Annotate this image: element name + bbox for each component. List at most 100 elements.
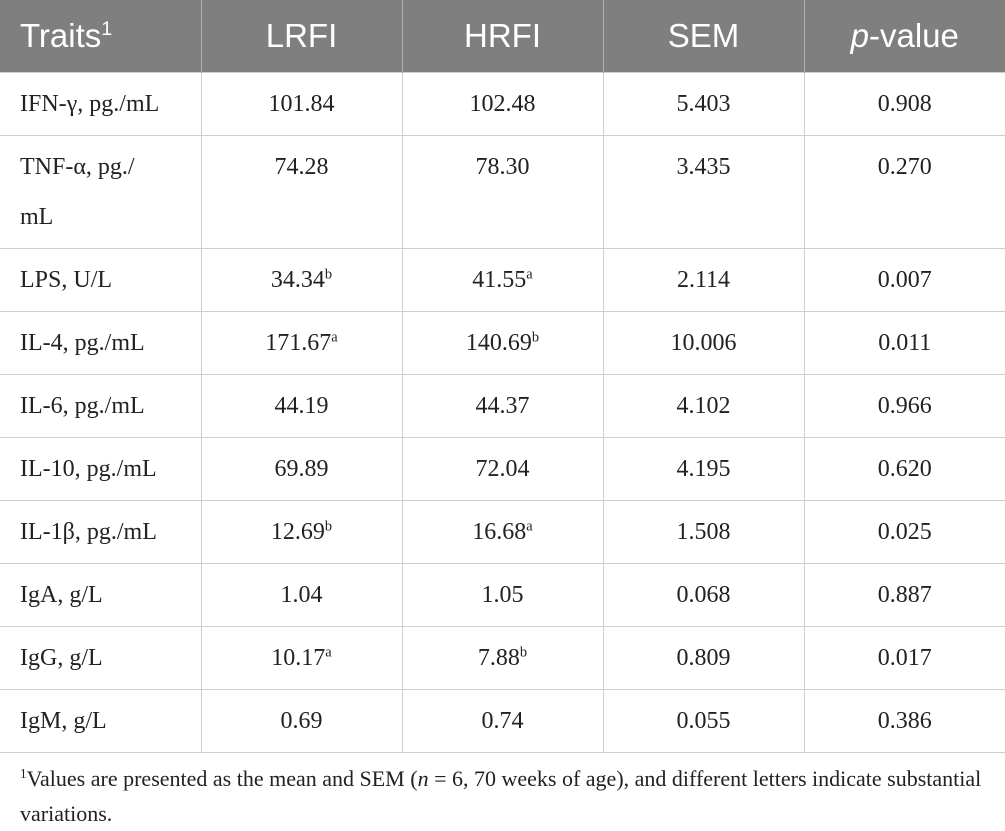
cell-text: 12.69 xyxy=(270,519,325,545)
cell-text: 10.006 xyxy=(670,330,737,356)
table-cell: 0.270 xyxy=(803,135,1005,249)
cell-text: 7.88 xyxy=(477,645,520,671)
table-cell: IL-1β, pg./mL xyxy=(0,500,202,564)
cell-text: 0.908 xyxy=(877,91,932,117)
table-cell: 0.74 xyxy=(401,689,604,753)
header-cell: Traits1 xyxy=(0,0,201,73)
cell-text: 0.386 xyxy=(877,708,932,734)
table-cell: 44.37 xyxy=(401,374,604,438)
table-cell: 102.48 xyxy=(401,72,604,136)
header-cell: LRFI xyxy=(200,0,402,73)
table-cell: TNF-α, pg./mL xyxy=(0,135,202,249)
cell-superscript: a xyxy=(325,644,332,661)
cell-text: 69.89 xyxy=(274,456,329,482)
table-cell: 4.195 xyxy=(602,437,805,501)
cell-text: SEM xyxy=(667,17,740,54)
cell-text: 1.508 xyxy=(676,519,731,545)
cell-text: IL-4, pg./mL xyxy=(20,330,145,356)
cell-text: LRFI xyxy=(265,17,338,54)
table-row: TNF-α, pg./mL 74.28 78.30 3.435 0.270 xyxy=(0,135,1005,249)
table-cell: 1.508 xyxy=(602,500,805,564)
table-cell: 12.69b xyxy=(200,500,403,564)
cell-text: TNF-α, pg./mL xyxy=(20,154,135,230)
cell-superscript: a xyxy=(526,518,533,535)
table-row: IFN-γ, pg./mL 101.84 102.48 5.403 0.908 xyxy=(0,72,1005,136)
table-row: IL-4, pg./mL 171.67a 140.69b 10.006 0.011 xyxy=(0,311,1005,375)
cell-text: LPS, U/L xyxy=(20,267,113,293)
table-cell: 0.966 xyxy=(803,374,1005,438)
footnote-italic: n xyxy=(417,766,429,791)
table-cell: 5.403 xyxy=(602,72,805,136)
cell-text: 0.011 xyxy=(878,330,932,356)
table-cell: 7.88b xyxy=(401,626,604,690)
cell-text: 0.068 xyxy=(676,582,731,608)
cell-superscript: b xyxy=(531,329,540,346)
table-cell: 1.05 xyxy=(401,563,604,627)
table-cell: 10.006 xyxy=(602,311,805,375)
cell-text: 0.055 xyxy=(676,708,731,734)
cell-text: IgA, g/L xyxy=(20,582,103,608)
table-row: LPS, U/L 34.34b 41.55a 2.114 0.007 xyxy=(0,248,1005,312)
cell-text: 72.04 xyxy=(475,456,530,482)
table-cell: 34.34b xyxy=(200,248,403,312)
cell-superscript: 1 xyxy=(101,18,113,41)
cell-text: 0.74 xyxy=(481,708,524,734)
table-cell: 0.068 xyxy=(602,563,805,627)
cell-text: 4.102 xyxy=(676,393,731,419)
table-cell: LPS, U/L xyxy=(0,248,202,312)
table-cell: IgM, g/L xyxy=(0,689,202,753)
table-cell: 101.84 xyxy=(200,72,403,136)
cell-text: 34.34 xyxy=(270,267,325,293)
cell-text: 2.114 xyxy=(676,267,731,293)
footnote-mark: 1 xyxy=(20,766,27,782)
cell-text: 10.17 xyxy=(271,645,326,671)
table-cell: 16.68a xyxy=(401,500,604,564)
table-row: IgA, g/L 1.04 1.05 0.068 0.887 xyxy=(0,563,1005,627)
table-row: IL-1β, pg./mL 12.69b 16.68a 1.508 0.025 xyxy=(0,500,1005,564)
cell-text: 16.68 xyxy=(472,519,527,545)
data-table: Traits1 LRFI HRFI SEM p-value IFN-γ, pg./mL 1… xyxy=(0,0,1005,753)
table-cell: 0.017 xyxy=(803,626,1005,690)
cell-text: 0.620 xyxy=(877,456,932,482)
cell-text: IFN-γ, pg./mL xyxy=(20,91,160,117)
cell-text: 4.195 xyxy=(676,456,731,482)
cell-text: 1.04 xyxy=(280,582,323,608)
table-cell: 171.67a xyxy=(200,311,403,375)
table-row: IgG, g/L 10.17a 7.88b 0.809 0.017 xyxy=(0,626,1005,690)
table-cell: 2.114 xyxy=(602,248,805,312)
table-cell: 0.620 xyxy=(803,437,1005,501)
table-cell: IL-4, pg./mL xyxy=(0,311,202,375)
cell-text: 44.37 xyxy=(475,393,530,419)
table-cell: 69.89 xyxy=(200,437,403,501)
table-cell: 0.055 xyxy=(602,689,805,753)
cell-text: 74.28 xyxy=(274,154,329,180)
cell-superscript: b xyxy=(324,518,333,535)
table-cell: 0.007 xyxy=(803,248,1005,312)
cell-text: 0.809 xyxy=(676,645,731,671)
footnote: 1Values are presented as the mean and SE… xyxy=(0,753,1005,831)
cell-text: 44.19 xyxy=(274,393,329,419)
table-cell: 0.386 xyxy=(803,689,1005,753)
cell-text: IL-1β, pg./mL xyxy=(20,519,157,545)
cell-text: 140.69 xyxy=(465,330,532,356)
table-cell: 0.011 xyxy=(803,311,1005,375)
cell-superscript: b xyxy=(519,644,528,661)
table-cell: 10.17a xyxy=(200,626,403,690)
table-body: IFN-γ, pg./mL 101.84 102.48 5.403 0.908 TNF-α… xyxy=(0,72,1005,753)
table-cell: 0.908 xyxy=(803,72,1005,136)
table-cell: 1.04 xyxy=(200,563,403,627)
table-cell: 0.69 xyxy=(200,689,403,753)
cell-superscript: b xyxy=(324,266,333,283)
cell-text: 0.017 xyxy=(877,645,932,671)
table-cell: 0.025 xyxy=(803,500,1005,564)
table-cell: 41.55a xyxy=(401,248,604,312)
table-cell: IgA, g/L xyxy=(0,563,202,627)
table-cell: 3.435 xyxy=(602,135,805,249)
cell-text: IL-6, pg./mL xyxy=(20,393,145,419)
cell-text: 101.84 xyxy=(268,91,335,117)
cell-text: 3.435 xyxy=(676,154,731,180)
table-cell: 74.28 xyxy=(200,135,403,249)
cell-superscript: a xyxy=(331,329,338,346)
table-cell: 44.19 xyxy=(200,374,403,438)
cell-text: Traits xyxy=(20,17,102,54)
